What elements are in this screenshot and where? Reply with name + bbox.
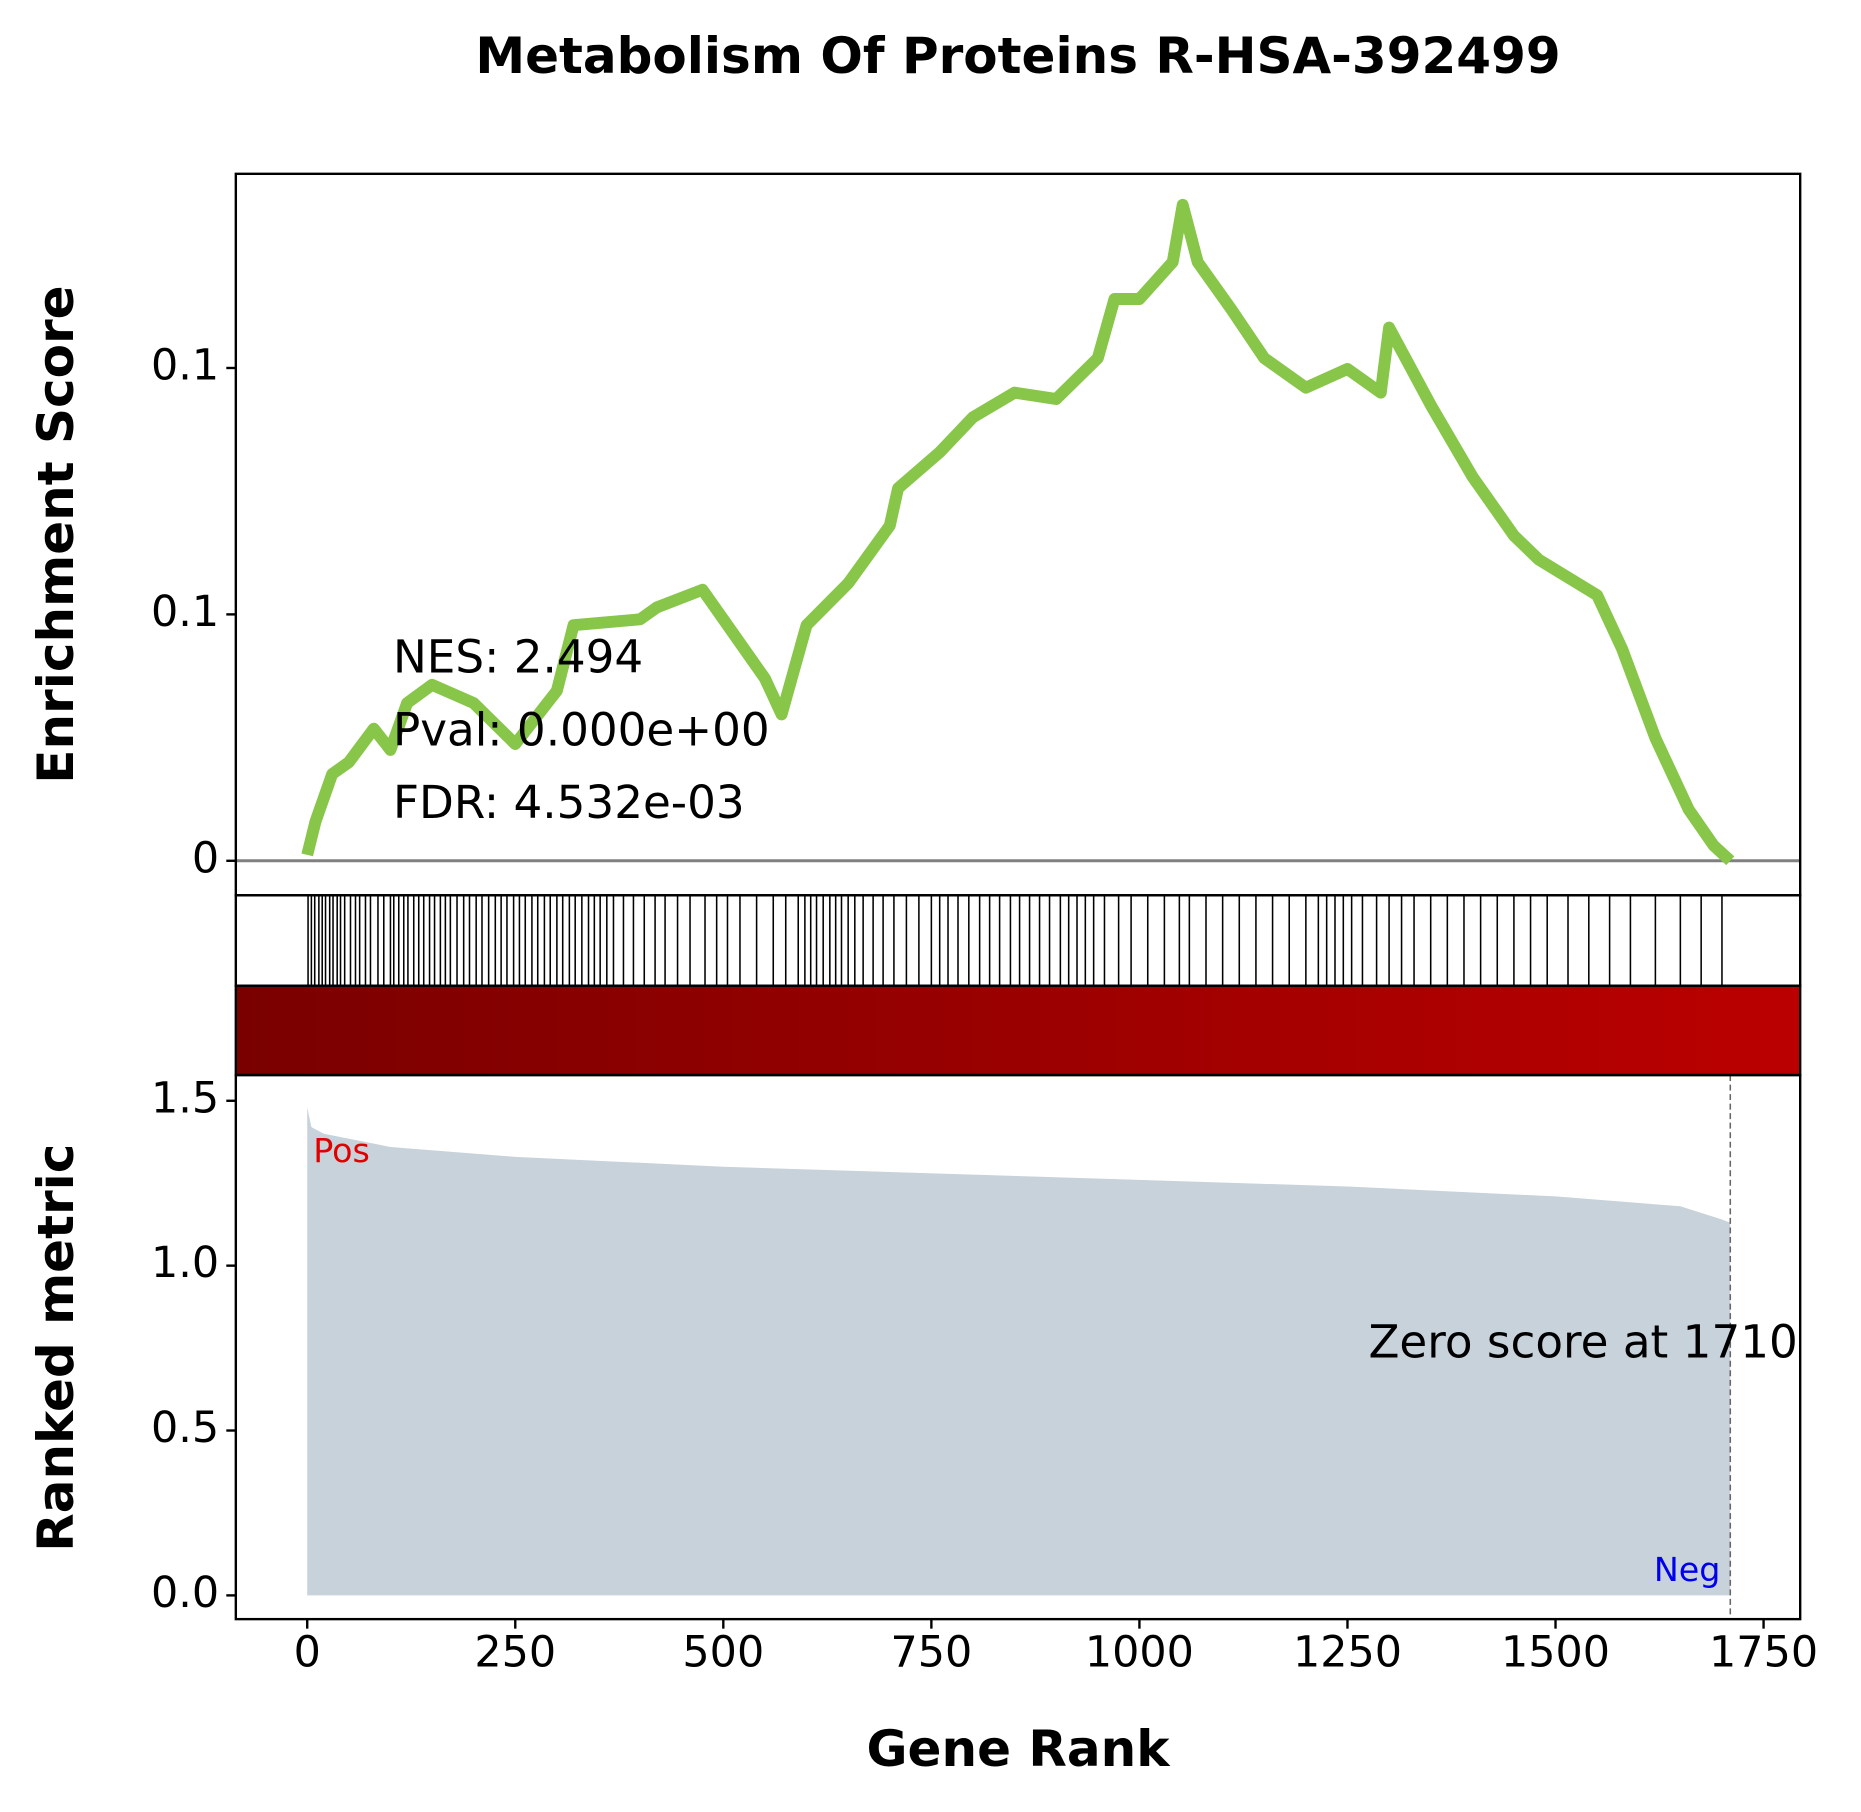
y-tick-label: 1.5 xyxy=(151,1073,219,1123)
x-axis-label: Gene Rank xyxy=(867,1720,1172,1778)
x-tick-label: 250 xyxy=(474,1627,556,1677)
x-tick-label: 500 xyxy=(682,1627,764,1677)
x-tick-label: 1750 xyxy=(1709,1627,1818,1677)
y-tick-label: 1.0 xyxy=(151,1238,219,1288)
axes-frame xyxy=(234,894,1802,987)
x-tick-label: 750 xyxy=(890,1627,972,1677)
pos-label: Pos xyxy=(313,1131,370,1170)
es-line xyxy=(301,198,1735,866)
x-tick-label: 1500 xyxy=(1501,1627,1610,1677)
axes-frame xyxy=(234,1073,1802,1621)
stats-annotation: NES: 2.494 xyxy=(393,631,643,684)
chart-title: Metabolism Of Proteins R-HSA-392499 xyxy=(475,27,1560,85)
x-tick-label: 1000 xyxy=(1085,1627,1194,1677)
y-axis-label: Ranked metric xyxy=(27,1144,85,1552)
stats-annotation: FDR: 4.532e-03 xyxy=(393,776,745,829)
y-tick-label: 0 xyxy=(192,833,219,883)
stats-annotation: Pval: 0.000e+00 xyxy=(393,703,770,756)
y-tick-label: 0.0 xyxy=(151,1568,219,1618)
x-tick-label: 0 xyxy=(294,1627,321,1677)
neg-label: Neg xyxy=(1654,1550,1721,1589)
y-axis-label: Enrichment Score xyxy=(27,285,85,783)
y-tick-label: 0.1 xyxy=(151,587,219,637)
zero-score-label: Zero score at 1710 xyxy=(1368,1315,1797,1368)
metric-area xyxy=(307,1107,1731,1596)
x-tick-label: 1250 xyxy=(1293,1627,1402,1677)
y-tick-label: 0.1 xyxy=(151,340,219,390)
rank-gradient xyxy=(235,985,1801,1076)
y-tick-label: 0.5 xyxy=(151,1403,219,1453)
